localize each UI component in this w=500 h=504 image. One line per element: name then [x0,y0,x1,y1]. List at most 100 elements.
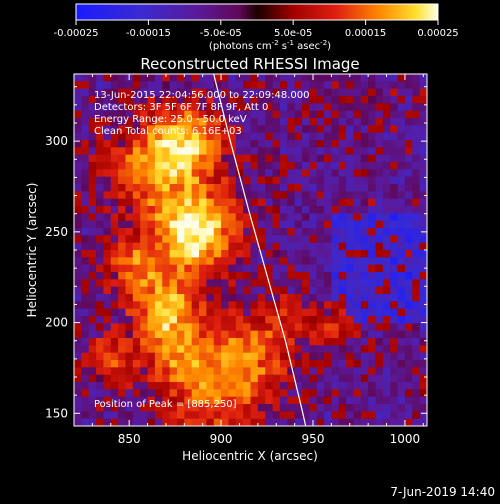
heatmap-cell [397,330,406,339]
heatmap-cell [213,176,222,185]
heatmap-cell [235,286,244,295]
heatmap-cell [272,389,281,398]
heatmap-cell [265,374,274,383]
heatmap-cell [169,330,178,339]
heatmap-cell [272,198,281,207]
heatmap-cell [235,338,244,346]
heatmap-cell [360,132,369,141]
heatmap-cell [132,118,141,126]
heatmap-cell [360,162,369,170]
heatmap-cell [316,132,325,141]
heatmap-cell [243,396,252,405]
heatmap-cell [221,345,230,354]
heatmap-cell [132,206,141,214]
heatmap-cell [265,257,274,266]
heatmap-cell [169,140,178,148]
heatmap-cell [360,279,369,288]
heatmap-cell [103,103,112,112]
heatmap-cell [390,228,399,236]
heatmap-cell [368,176,377,185]
heatmap-cell [257,264,266,273]
heatmap-cell [213,235,222,244]
heatmap-cell [419,389,427,398]
heatmap-cell [169,242,178,251]
heatmap-cell [140,103,149,112]
heatmap-cell [412,147,421,156]
heatmap-cell [228,250,237,258]
heatmap-cell [279,176,288,185]
heatmap-cell [324,360,332,368]
heatmap-cell [382,264,391,273]
heatmap-cell [360,169,369,178]
heatmap-cell [228,264,237,273]
heatmap-cell [368,220,377,229]
heatmap-cell [199,154,207,163]
heatmap-cell [110,272,119,280]
heatmap-cell [301,140,310,148]
heatmap-cell [404,330,413,339]
heatmap-cell [96,389,105,398]
heatmap-cell [221,228,230,236]
heatmap-cell [294,316,303,324]
heatmap-cell [235,206,244,214]
heatmap-cell [265,191,274,200]
heatmap-cell [331,110,340,119]
heatmap-cell [235,316,244,324]
heatmap-cell [191,330,200,339]
heatmap-cell [118,169,127,178]
heatmap-cell [103,316,112,324]
heatmap-cell [213,257,222,266]
heatmap-cell [382,140,391,148]
heatmap-cell [221,184,230,192]
heatmap-cell [412,220,421,229]
heatmap-cell [213,125,222,134]
heatmap-cell [272,396,281,405]
heatmap-cell [184,323,193,332]
heatmap-cell [191,96,200,104]
heatmap-cell [346,294,355,302]
heatmap-cell [103,169,112,178]
y-tick-label: 200 [45,316,68,330]
heatmap-cell [257,184,266,192]
heatmap-cell [110,404,119,412]
heatmap-cell [184,110,193,119]
heatmap-cell [382,228,391,236]
heatmap-cell [412,184,421,192]
heatmap-cell [103,74,112,82]
heatmap-cell [324,338,332,346]
heatmap-cell [184,198,193,207]
heatmap-cell [279,206,288,214]
heatmap-cell [338,308,347,317]
heatmap-cell [346,330,355,339]
heatmap-cell [294,235,303,244]
heatmap-cell [265,184,274,192]
heatmap-cell [331,250,340,258]
heatmap-cell [228,169,237,178]
heatmap-cell [338,81,347,90]
heatmap-cell [140,140,149,148]
heatmap-cell [397,220,406,229]
heatmap-cell [265,140,274,148]
heatmap-cell [419,308,427,317]
heatmap-cell [213,206,222,214]
heatmap-cell [206,81,215,90]
heatmap-cell [353,132,362,141]
heatmap-cell [287,96,296,104]
heatmap-cell [147,81,156,90]
heatmap-cell [301,169,310,178]
heatmap-cell [404,257,413,266]
heatmap-cell [301,330,310,339]
heatmap-cell [279,257,288,266]
heatmap-cell [74,103,82,112]
heatmap-cell [88,367,97,376]
heatmap-cell [184,374,193,383]
heatmap-cell [81,184,90,192]
heatmap-cell [74,176,82,185]
heatmap-cell [353,272,362,280]
heatmap-cell [294,184,303,192]
heatmap-cell [250,140,259,148]
heatmap-cell [103,81,112,90]
heatmap-cell [346,272,355,280]
heatmap-cell [199,411,207,420]
heatmap-cell [221,396,230,405]
